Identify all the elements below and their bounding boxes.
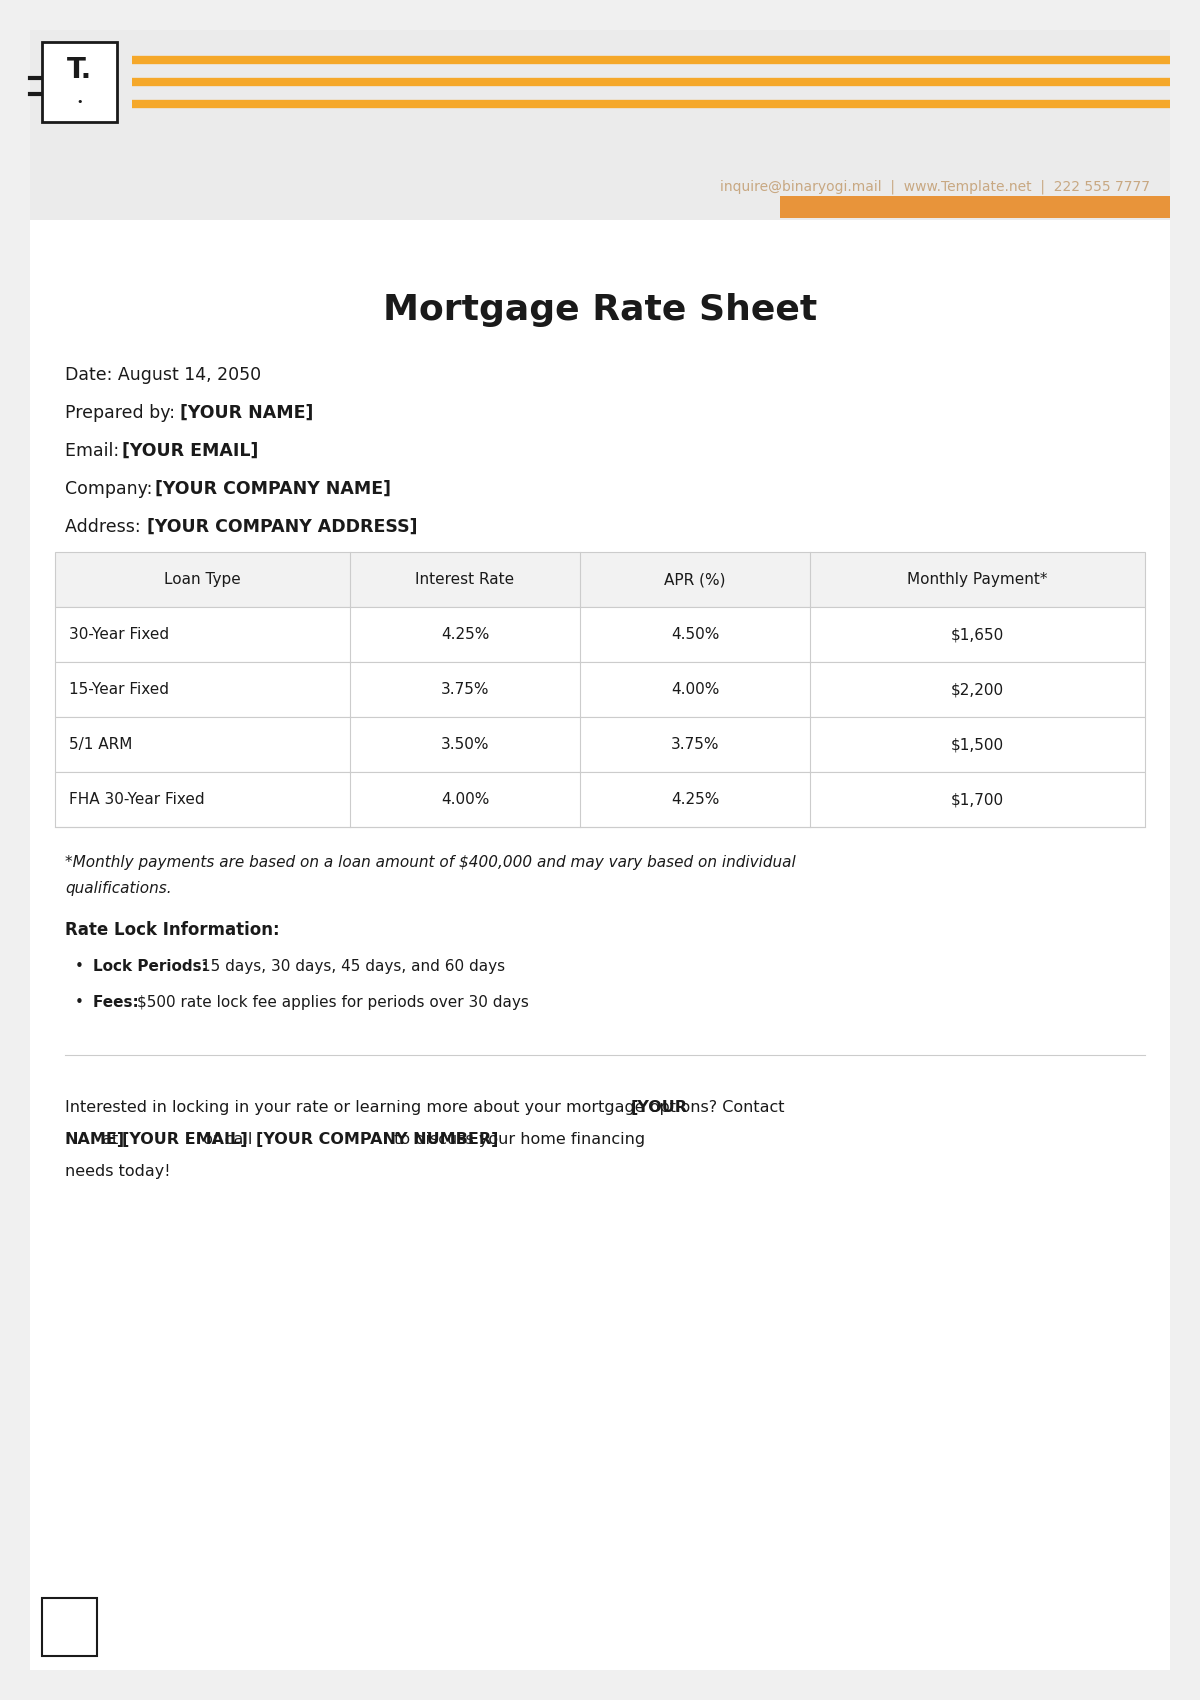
Text: •: •: [77, 97, 83, 107]
Text: [YOUR NAME]: [YOUR NAME]: [180, 405, 313, 422]
Bar: [55, 717, 1145, 772]
Bar: [42, 42, 118, 122]
Text: [YOUR EMAIL]: [YOUR EMAIL]: [122, 442, 258, 461]
Text: Loan Type: Loan Type: [164, 571, 241, 586]
Bar: [55, 552, 1145, 607]
Text: Interest Rate: Interest Rate: [415, 571, 515, 586]
Text: 4.25%: 4.25%: [440, 627, 490, 643]
Text: *Monthly payments are based on a loan amount of $400,000 and may vary based on i: *Monthly payments are based on a loan am…: [65, 855, 796, 870]
Text: FHA 30-Year Fixed: FHA 30-Year Fixed: [70, 792, 205, 808]
Text: 4.00%: 4.00%: [440, 792, 490, 808]
Text: 15 days, 30 days, 45 days, and 60 days: 15 days, 30 days, 45 days, and 60 days: [202, 959, 505, 974]
Text: Lock Periods:: Lock Periods:: [94, 959, 214, 974]
Text: Monthly Payment*: Monthly Payment*: [907, 571, 1048, 586]
Text: Mortgage Rate Sheet: Mortgage Rate Sheet: [383, 292, 817, 326]
Text: •: •: [74, 994, 84, 1010]
Text: $1,650: $1,650: [950, 627, 1004, 643]
Text: $2,200: $2,200: [950, 682, 1004, 697]
Text: Address:: Address:: [65, 518, 146, 536]
Bar: [55, 772, 1145, 826]
Text: 30-Year Fixed: 30-Year Fixed: [70, 627, 169, 643]
Text: 4.50%: 4.50%: [671, 627, 719, 643]
Text: Rate Lock Information:: Rate Lock Information:: [65, 921, 280, 938]
Text: 15-Year Fixed: 15-Year Fixed: [70, 682, 169, 697]
Text: $500 rate lock fee applies for periods over 30 days: $500 rate lock fee applies for periods o…: [137, 994, 529, 1010]
Text: or call: or call: [198, 1132, 258, 1148]
Text: APR (%): APR (%): [665, 571, 726, 586]
Bar: [42, 1598, 97, 1656]
Bar: [780, 196, 1170, 218]
Text: 3.75%: 3.75%: [671, 738, 719, 751]
Text: Fees:: Fees:: [94, 994, 144, 1010]
Text: NAME]: NAME]: [65, 1132, 125, 1148]
Text: at: at: [97, 1132, 124, 1148]
Text: 3.75%: 3.75%: [440, 682, 490, 697]
Text: [YOUR COMPANY NUMBER]: [YOUR COMPANY NUMBER]: [256, 1132, 498, 1148]
Text: Email:: Email:: [65, 442, 125, 461]
Text: Interested in locking in your rate or learning more about your mortgage options?: Interested in locking in your rate or le…: [65, 1100, 790, 1115]
Text: 3.50%: 3.50%: [440, 738, 490, 751]
Text: Company:: Company:: [65, 479, 158, 498]
Text: 4.00%: 4.00%: [671, 682, 719, 697]
Text: T.: T.: [67, 56, 92, 83]
Text: qualifications.: qualifications.: [65, 881, 172, 896]
Text: Date: August 14, 2050: Date: August 14, 2050: [65, 366, 262, 384]
Text: 5/1 ARM: 5/1 ARM: [70, 738, 132, 751]
Bar: [30, 170, 1170, 219]
Text: •: •: [74, 959, 84, 974]
Text: [YOUR: [YOUR: [630, 1100, 688, 1115]
Text: [YOUR EMAIL]: [YOUR EMAIL]: [122, 1132, 247, 1148]
Text: needs today!: needs today!: [65, 1164, 170, 1180]
Text: $1,500: $1,500: [950, 738, 1004, 751]
Bar: [55, 607, 1145, 661]
Text: 4.25%: 4.25%: [671, 792, 719, 808]
Text: to discuss your home financing: to discuss your home financing: [389, 1132, 644, 1148]
Text: inquire@binaryogi.mail  |  www.Template.net  |  222 555 7777: inquire@binaryogi.mail | www.Template.ne…: [720, 180, 1150, 194]
Text: [YOUR COMPANY ADDRESS]: [YOUR COMPANY ADDRESS]: [148, 518, 418, 536]
Text: $1,700: $1,700: [950, 792, 1004, 808]
Bar: [30, 31, 1170, 170]
Bar: [55, 661, 1145, 717]
Text: Prepared by:: Prepared by:: [65, 405, 180, 422]
Text: [YOUR COMPANY NAME]: [YOUR COMPANY NAME]: [155, 479, 391, 498]
